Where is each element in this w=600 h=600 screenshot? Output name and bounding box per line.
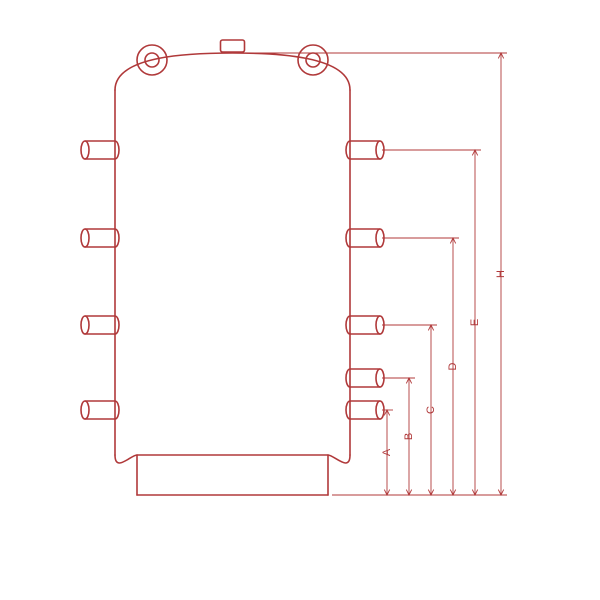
dim-label-C: C [425,406,437,414]
tank-knuckle-right [328,455,350,463]
dim-label-D: D [447,362,459,370]
dim-label-H: H [495,270,507,278]
dim-label-A: A [381,448,393,456]
tank-knuckle-left [115,455,137,463]
nozzle-left-3-end [81,401,89,419]
nozzle-left-2-end [81,316,89,334]
dim-label-B: B [403,433,415,440]
dim-label-E: E [469,319,481,326]
top-cap [221,40,245,52]
nozzle-left-0-end [81,141,89,159]
nozzle-left-1-end [81,229,89,247]
tank-drawing: A B C D E H [0,0,600,600]
tank-dome-top [115,53,350,90]
